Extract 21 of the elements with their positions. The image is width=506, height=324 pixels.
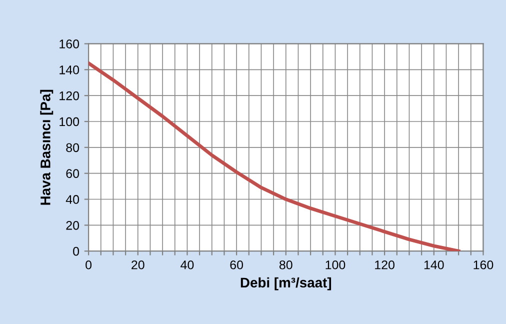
x-tick-label: 100 bbox=[326, 260, 346, 270]
y-tick-label: 120 bbox=[60, 91, 80, 100]
x-tick-label: 0 bbox=[86, 260, 92, 270]
y-tick-label: 20 bbox=[66, 220, 80, 230]
x-tick-label: 140 bbox=[424, 260, 444, 270]
line-series bbox=[88, 61, 460, 252]
y-tick-label: 0 bbox=[73, 246, 80, 256]
x-tick-label: 60 bbox=[230, 260, 244, 270]
y-tick-label: 140 bbox=[60, 65, 80, 74]
x-tick-label: 120 bbox=[375, 260, 394, 270]
y-tick-label: 160 bbox=[60, 40, 80, 48]
x-tick-label: 80 bbox=[279, 260, 292, 270]
y-tick-label: 100 bbox=[60, 117, 80, 126]
x-tick-label: 20 bbox=[132, 260, 144, 270]
y-tick-label: 60 bbox=[66, 169, 80, 178]
x-axis-title: Debi [m³/saat] bbox=[240, 277, 332, 290]
y-tick-label: 40 bbox=[66, 195, 80, 204]
x-tick-label: 40 bbox=[180, 260, 194, 270]
y-tick-label: 80 bbox=[66, 143, 80, 152]
x-tick-label: 160 bbox=[474, 260, 494, 270]
y-axis-title: Hava Basıncı [Pa] bbox=[40, 90, 54, 205]
